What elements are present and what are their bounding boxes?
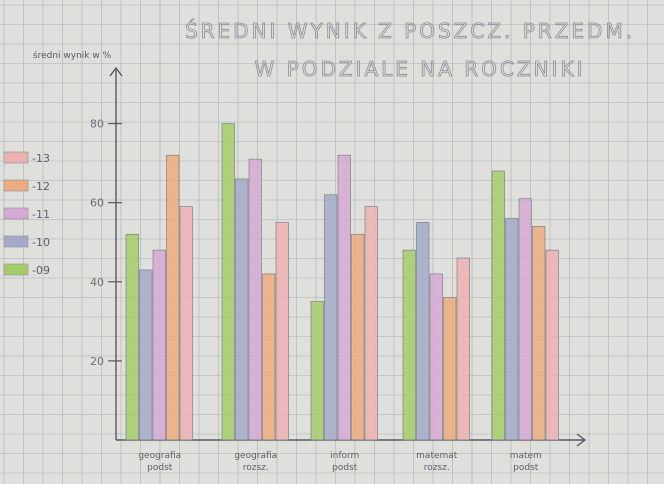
y-tick-label: 60 [90,197,104,210]
legend-swatch [3,207,29,220]
legend-swatch [3,151,29,164]
bar-11-cat1 [248,158,262,441]
y-tick-label: 80 [90,118,104,131]
bar-11-cat2 [337,154,351,441]
legend-label: -11 [32,208,50,221]
legend-label: -09 [32,264,50,277]
bar-09-cat4 [491,170,505,441]
x-tick-label: geografia [138,451,181,461]
bar-10-cat4 [505,218,519,441]
bar-13-cat3 [456,257,470,441]
x-tick-label: rozsz. [243,463,269,473]
x-tick-label: matemat [416,451,458,461]
legend: -13 -12 -11 -10 -09 [3,151,50,277]
bar-10-cat1 [235,178,249,441]
bar-12-cat0 [166,154,180,441]
legend-swatch [3,235,29,248]
bar-12-cat4 [532,226,546,441]
bar-10-cat2 [324,194,338,441]
x-tick-label: podst [513,463,539,473]
bar-12-cat3 [443,297,457,441]
bar-09-cat2 [310,301,324,441]
chart-title-line2: W PODZIALE NA ROCZNIKI [255,57,586,81]
x-tick-label: inform [330,451,359,461]
x-tick-label: matem [510,451,542,461]
bar-11-cat3 [429,273,443,441]
bar-13-cat2 [364,206,378,441]
x-tick-labels: geografia podst geografia rozsz. inform podst… [138,451,542,473]
bar-10-cat0 [139,269,153,441]
bar-10-cat3 [416,222,430,441]
x-axis-arrow [576,433,587,447]
bar-11-cat4 [518,198,532,441]
x-tick-label: podst [147,463,173,473]
bar-13-cat0 [179,206,193,441]
legend-label: -13 [32,152,50,165]
bar-09-cat3 [402,249,416,441]
x-tick-label: rozsz. [424,463,450,473]
bar-11-cat0 [152,249,166,441]
y-axis-arrow [109,66,123,77]
bar-09-cat1 [221,123,235,441]
legend-label: -12 [32,180,50,193]
bar-09-cat0 [125,233,139,441]
legend-swatch [3,263,29,276]
bars [125,123,559,441]
bar-12-cat2 [351,233,365,441]
legend-swatch [3,179,29,192]
bar-13-cat1 [275,222,289,441]
chart-title-line1: ŚREDNI WYNIK Z POSZCZ. PRZEDM. [185,19,635,43]
y-tick-label: 20 [90,355,104,368]
bar-12-cat1 [262,273,276,441]
legend-label: -10 [32,236,50,249]
y-tick-label: 40 [90,276,104,289]
x-tick-label: geografia [234,451,277,461]
x-tick-label: podst [332,463,358,473]
y-axis-label: średni wynik w % [33,50,112,61]
bar-13-cat4 [545,249,559,441]
